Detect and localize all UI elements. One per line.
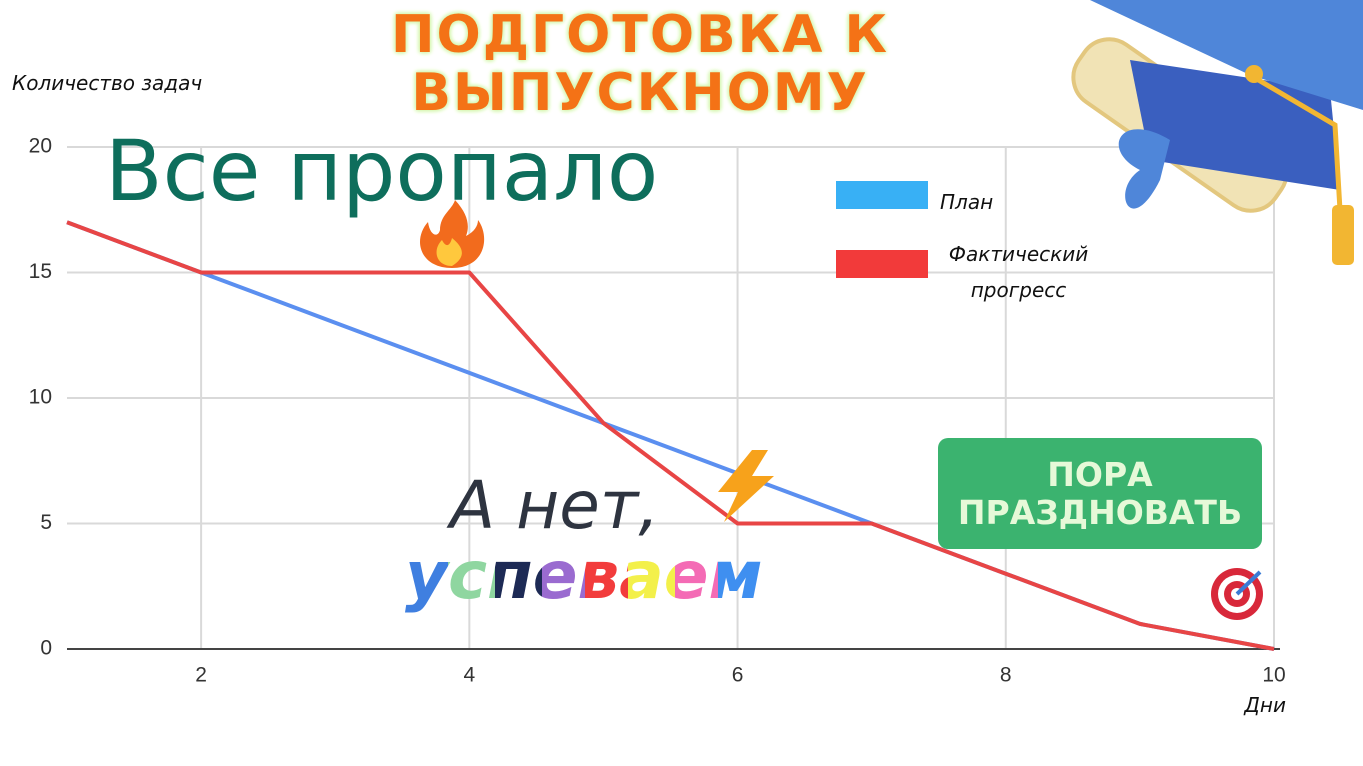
y-tick-label: 20 (29, 135, 52, 158)
y-tick-label: 0 (40, 637, 52, 660)
target-icon (1211, 568, 1263, 620)
x-tick-label: 2 (195, 664, 207, 687)
annotation: успеваем (405, 537, 763, 614)
x-tick-label: 8 (1000, 664, 1012, 687)
x-tick-label: 10 (1262, 664, 1285, 687)
x-tick-label: 4 (463, 664, 475, 687)
legend-swatch (836, 250, 928, 278)
celebrate-button[interactable]: ПОРА ПРАЗДНОВАТЬ (938, 438, 1262, 549)
lightning-icon (718, 450, 774, 522)
legend-label: Фактический прогресс (948, 242, 1089, 302)
x-tick-label: 6 (732, 664, 744, 687)
annotation: А нет, (446, 467, 659, 544)
fire-icon (420, 200, 485, 268)
legend-swatch (836, 181, 928, 209)
y-axis-label: Количество задач (12, 71, 202, 95)
annotation: Все пропало (105, 122, 658, 220)
y-tick-label: 5 (40, 511, 52, 534)
y-tick-label: 15 (29, 260, 52, 283)
series-line (66, 220, 1275, 651)
legend-label: План (940, 190, 994, 214)
chart-title: ПОДГОТОВКА К ВЫПУСКНОМУ (390, 5, 890, 123)
y-tick-label: 10 (29, 386, 52, 409)
graduation-icon (1071, 0, 1363, 265)
x-axis-label: Дни (1243, 693, 1286, 717)
